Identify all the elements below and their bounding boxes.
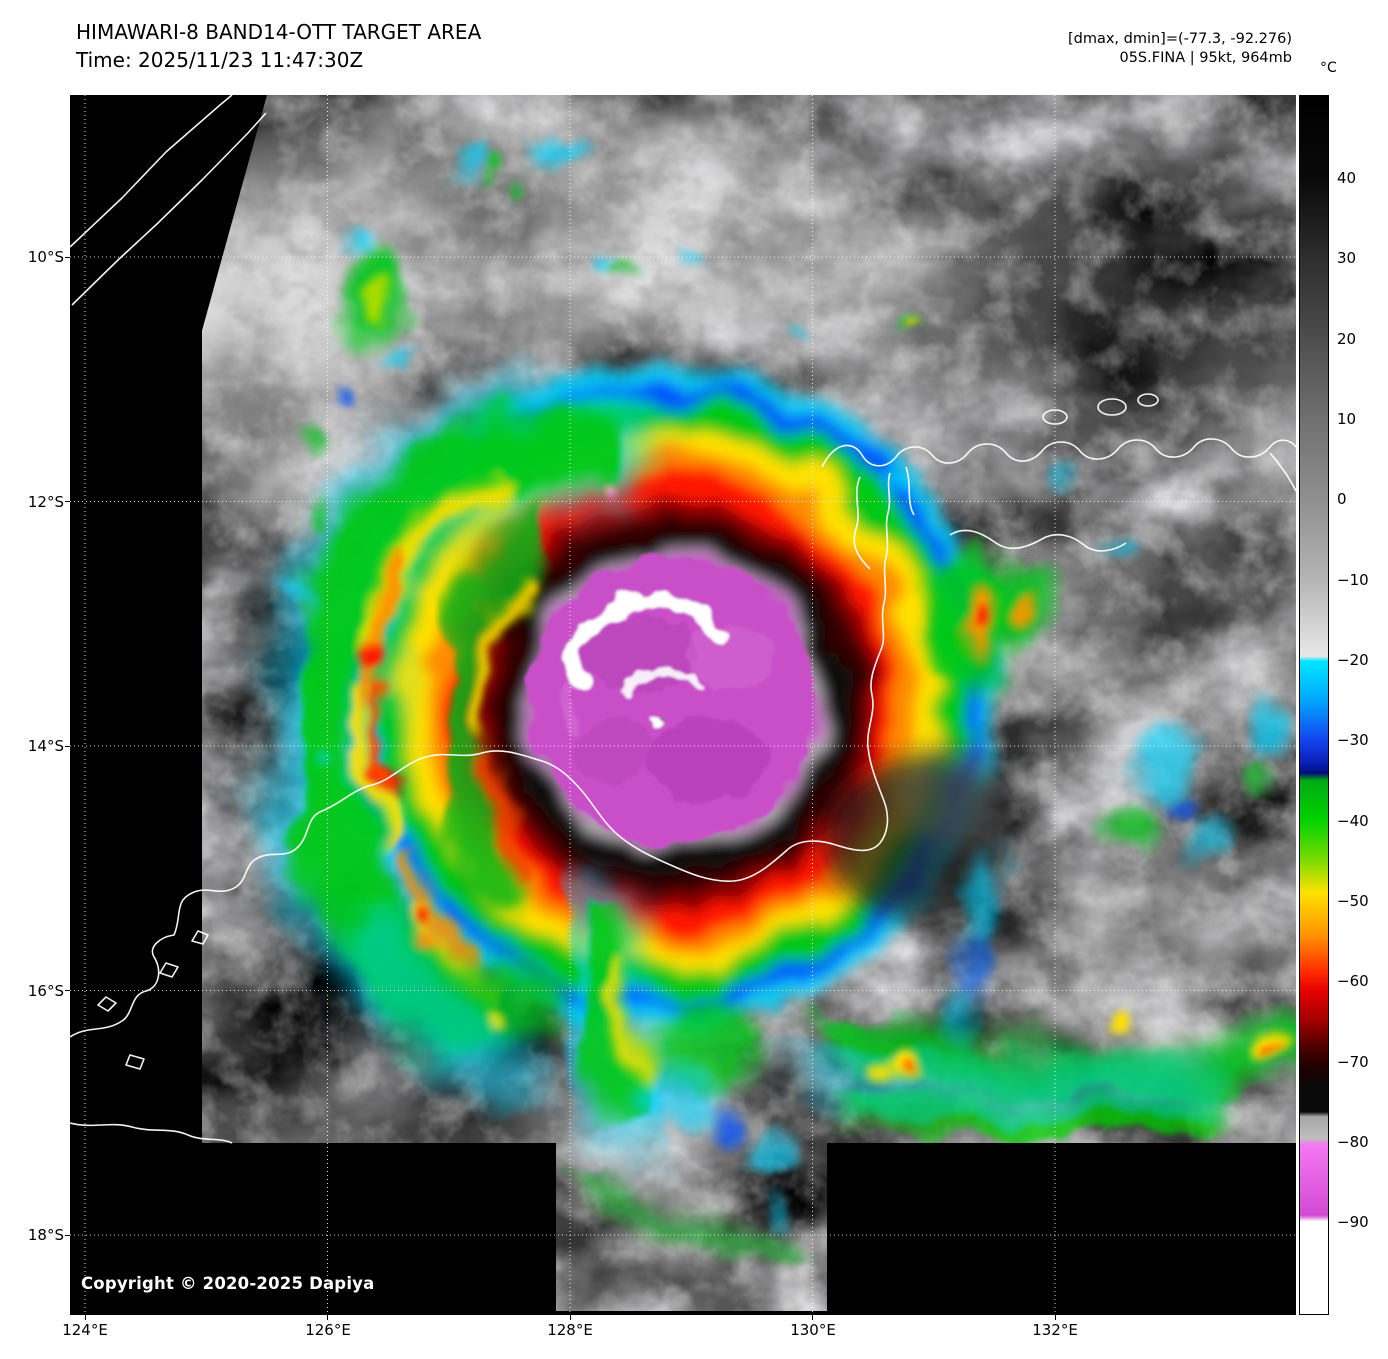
axis-tick-mark — [65, 990, 70, 991]
dmax-dmin-readout: [dmax, dmin]=(-77.3, -92.276) — [1067, 31, 1292, 47]
cyclone-cdo — [529, 557, 815, 843]
colorbar-tick-label: −10 — [1337, 571, 1369, 589]
cyclone-eye — [650, 715, 662, 727]
temperature-colorbar — [1299, 95, 1329, 1315]
storm-info-readout: 05S.FINA | 95kt, 964mb — [1119, 50, 1292, 66]
colorbar-tick-label: 0 — [1337, 490, 1347, 508]
header-right-block: [dmax, dmin]=(-77.3, -92.276) 05S.FINA |… — [1068, 30, 1292, 68]
axis-tick-mark — [570, 1315, 571, 1320]
coastlines — [70, 95, 1296, 1144]
axis-tick-mark — [65, 501, 70, 502]
colorbar-tick-label: 30 — [1337, 249, 1357, 267]
lat-tick-label: 12°S — [27, 493, 64, 511]
colorbar-tick-label: −40 — [1337, 812, 1369, 830]
coastline-australia — [70, 472, 891, 1038]
coastline-lower-chain — [949, 529, 1127, 552]
lat-tick-label: 16°S — [27, 982, 64, 1000]
lon-tick-label: 130°E — [790, 1321, 836, 1339]
convective-bands — [264, 138, 1296, 1268]
axis-tick-mark — [85, 1315, 86, 1320]
colorbar-tick-label: −70 — [1337, 1053, 1369, 1071]
colorbar-tick-label: −90 — [1337, 1213, 1369, 1231]
colorbar-unit-label: °C — [1320, 60, 1337, 76]
colorbar-tick-label: −20 — [1337, 651, 1369, 669]
colorbar-tick-label: −80 — [1337, 1133, 1369, 1151]
colorbar-tick-label: 40 — [1337, 169, 1357, 187]
coastline-bottom-left — [70, 1122, 233, 1144]
lat-tick-label: 14°S — [27, 737, 64, 755]
colorbar-tick-label: −60 — [1337, 972, 1369, 990]
product-title: HIMAWARI-8 BAND14-OTT TARGET AREA — [76, 20, 482, 44]
axis-tick-mark — [65, 746, 70, 747]
lat-tick-label: 18°S — [27, 1226, 64, 1244]
grid-lines — [70, 95, 1296, 1315]
colorbar-tick-label: 20 — [1337, 330, 1357, 348]
lon-tick-label: 132°E — [1032, 1321, 1078, 1339]
axis-tick-mark — [65, 1235, 70, 1236]
copyright-text: Copyright © 2020-2025 Dapiya — [81, 1274, 375, 1293]
enhanced-ir-overlay — [264, 138, 1296, 1268]
coastline-islands — [97, 930, 209, 1070]
colorbar-tick-label: −30 — [1337, 731, 1369, 749]
satellite-map: Copyright © 2020-2025 Dapiya — [70, 95, 1296, 1315]
lat-tick-label: 10°S — [27, 248, 64, 266]
overshoot-white-arc — [563, 591, 730, 683]
lon-tick-label: 124°E — [62, 1321, 108, 1339]
colorbar-tick-label: 10 — [1337, 410, 1357, 428]
lon-tick-label: 128°E — [547, 1321, 593, 1339]
axis-tick-mark — [812, 1315, 813, 1320]
coastline-timor-2 — [71, 112, 267, 306]
lon-tick-label: 126°E — [305, 1321, 351, 1339]
coastline-island-chain — [821, 438, 1296, 468]
satellite-scene — [70, 95, 1296, 1315]
axis-tick-mark — [1055, 1315, 1056, 1320]
timestamp-line: Time: 2025/11/23 11:47:30Z — [76, 48, 364, 72]
colorbar-tick-label: −50 — [1337, 892, 1369, 910]
axis-tick-mark — [327, 1315, 328, 1320]
coastline-timor-1 — [70, 95, 233, 248]
axis-tick-mark — [65, 257, 70, 258]
coastline-branch — [853, 466, 915, 570]
